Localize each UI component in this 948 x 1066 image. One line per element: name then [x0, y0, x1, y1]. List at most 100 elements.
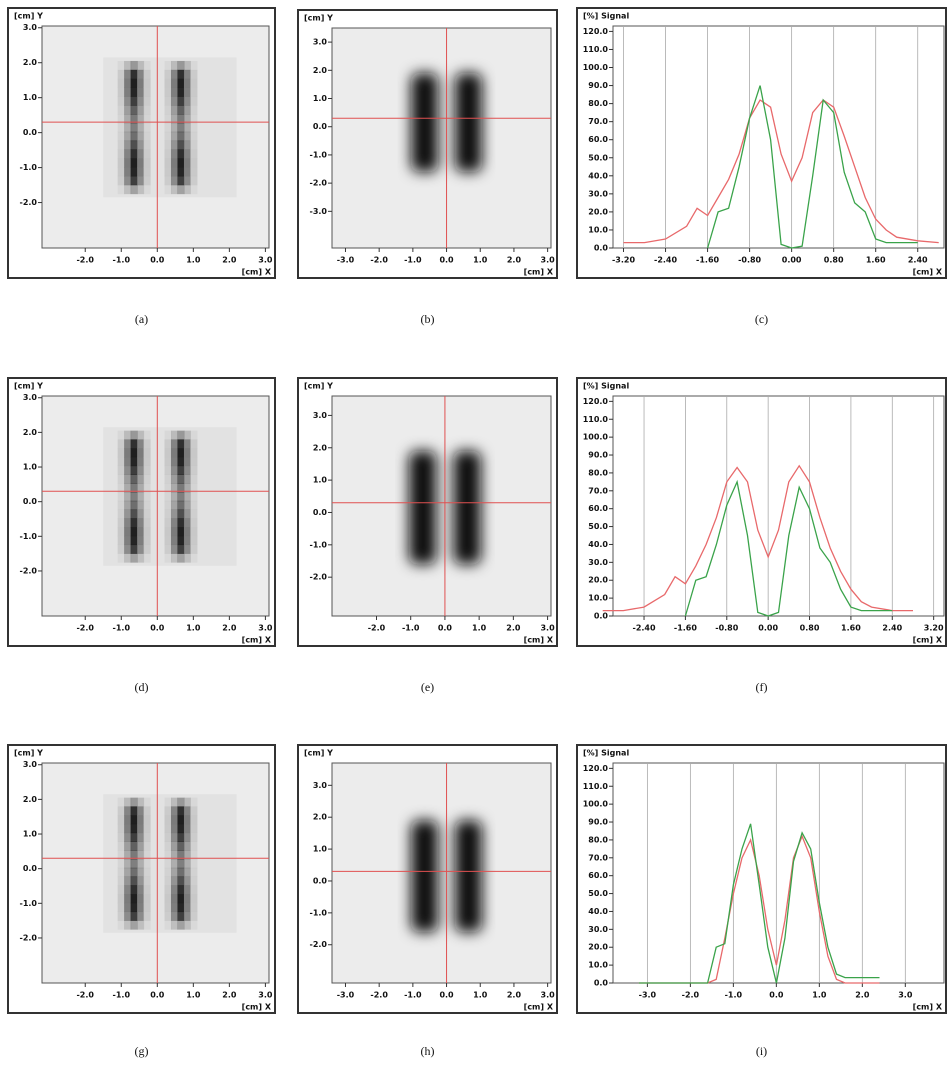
heat-cell	[177, 894, 185, 904]
heat-cell	[190, 140, 198, 150]
x-tick-label: 2.40	[908, 256, 928, 265]
y-tick-label: 0.0	[594, 612, 609, 621]
x-tick-label: 3.0	[258, 624, 273, 633]
heat-cell	[137, 87, 145, 97]
heat-cell	[143, 87, 151, 97]
x-tick-label: 1.0	[812, 991, 827, 1000]
heat-cell	[137, 96, 145, 106]
heat-cell	[143, 885, 151, 895]
heat-cell	[130, 439, 138, 449]
heat-cell	[183, 140, 191, 150]
y-tick-label: 100.0	[583, 433, 609, 442]
heat-cell	[170, 492, 178, 502]
y-tick-label: -1.0	[20, 163, 38, 172]
heat-cell	[117, 920, 125, 930]
heat-cell	[143, 149, 151, 159]
heat-cell	[137, 509, 145, 519]
heat-cell	[124, 894, 132, 904]
y-tick-label: 1.0	[313, 476, 328, 485]
x-tick-label: -2.0	[682, 991, 700, 1000]
panel: -3.0 -2.0 -1.0 0.0 1.0 2.0 3.0 0.0 10.0 20.0 30.0 4…	[576, 744, 947, 1058]
heat-cell	[124, 483, 132, 493]
heat-cell	[143, 60, 151, 71]
series-line	[706, 85, 918, 249]
series-line	[638, 823, 880, 984]
y-tick-label: 0.0	[594, 244, 609, 253]
heat-cell	[130, 823, 138, 834]
heat-cell	[177, 131, 185, 142]
caption: (b)	[421, 312, 435, 326]
heat-cell	[190, 544, 198, 554]
heat-cell	[137, 184, 145, 195]
heat-cell	[177, 518, 185, 528]
heat-cell	[170, 60, 178, 71]
heatmap	[411, 820, 482, 932]
x-tick-label: 0.0	[438, 624, 453, 633]
heat-cell	[170, 500, 178, 511]
y-tick-label: 120.0	[583, 764, 609, 773]
heat-cell	[177, 535, 185, 546]
heat-cell	[183, 78, 191, 88]
heat-cell	[130, 902, 138, 913]
heat-cell	[130, 184, 138, 195]
x-tick-label: 1.60	[841, 624, 861, 633]
heat-cell	[164, 149, 172, 159]
heat-cell	[117, 465, 125, 475]
heat-cell	[143, 483, 151, 493]
y-tick-label: 1.0	[313, 94, 328, 103]
heat-cell	[190, 465, 198, 475]
heat-cell	[177, 96, 185, 106]
heat-cell	[117, 87, 125, 97]
heat-cell	[190, 492, 198, 502]
heat-cell	[183, 823, 191, 834]
heat-cell	[137, 448, 145, 458]
heat-cell	[190, 797, 198, 807]
heat-cell	[170, 911, 178, 921]
x-axis-label: [cm] X	[913, 1003, 943, 1012]
heat-cell	[183, 474, 191, 484]
heat-cell	[170, 535, 178, 546]
heat-cell	[190, 131, 198, 142]
x-tick-label: -1.0	[113, 624, 131, 633]
y-axis-label: [%] Signal	[583, 382, 629, 391]
caption: (d)	[135, 680, 149, 694]
heat-cell	[177, 69, 185, 80]
y-tick-label: 80.0	[588, 99, 608, 108]
x-tick-label: 2.0	[855, 991, 870, 1000]
x-axis-label: [cm] X	[242, 268, 272, 277]
heat-cell	[170, 483, 178, 493]
heat-cell	[130, 87, 138, 97]
heat-cell	[170, 527, 178, 537]
heat-cell	[177, 859, 185, 869]
heat-cell	[183, 876, 191, 886]
heat-cell	[177, 841, 185, 851]
heat-cell	[190, 815, 198, 825]
heat-cell	[124, 867, 132, 878]
heat-cell	[117, 105, 125, 115]
heat-cell	[130, 158, 138, 168]
y-tick-label: 3.0	[23, 760, 38, 769]
heat-cell	[164, 87, 172, 97]
heat-cell	[130, 500, 138, 511]
plot-area	[331, 762, 552, 984]
heat-cell	[143, 841, 151, 851]
heat-cell	[190, 158, 198, 168]
x-tick-label: 3.0	[541, 256, 556, 265]
heat-cell	[124, 806, 132, 816]
heat-cell	[190, 448, 198, 458]
heat-cell	[164, 78, 172, 88]
plot-area	[612, 762, 945, 984]
heat-cell	[164, 544, 172, 554]
y-tick-label: 10.0	[588, 594, 608, 603]
heat-cell	[164, 518, 172, 528]
x-tick-label: 3.0	[540, 624, 555, 633]
heat-cell	[143, 131, 151, 142]
heat-cell	[164, 483, 172, 493]
heat-cell	[170, 439, 178, 449]
heat-cell	[170, 902, 178, 913]
caption: (c)	[755, 312, 768, 326]
heat-cell	[137, 430, 145, 440]
heat-cell	[137, 500, 145, 511]
heat-cell	[130, 920, 138, 930]
